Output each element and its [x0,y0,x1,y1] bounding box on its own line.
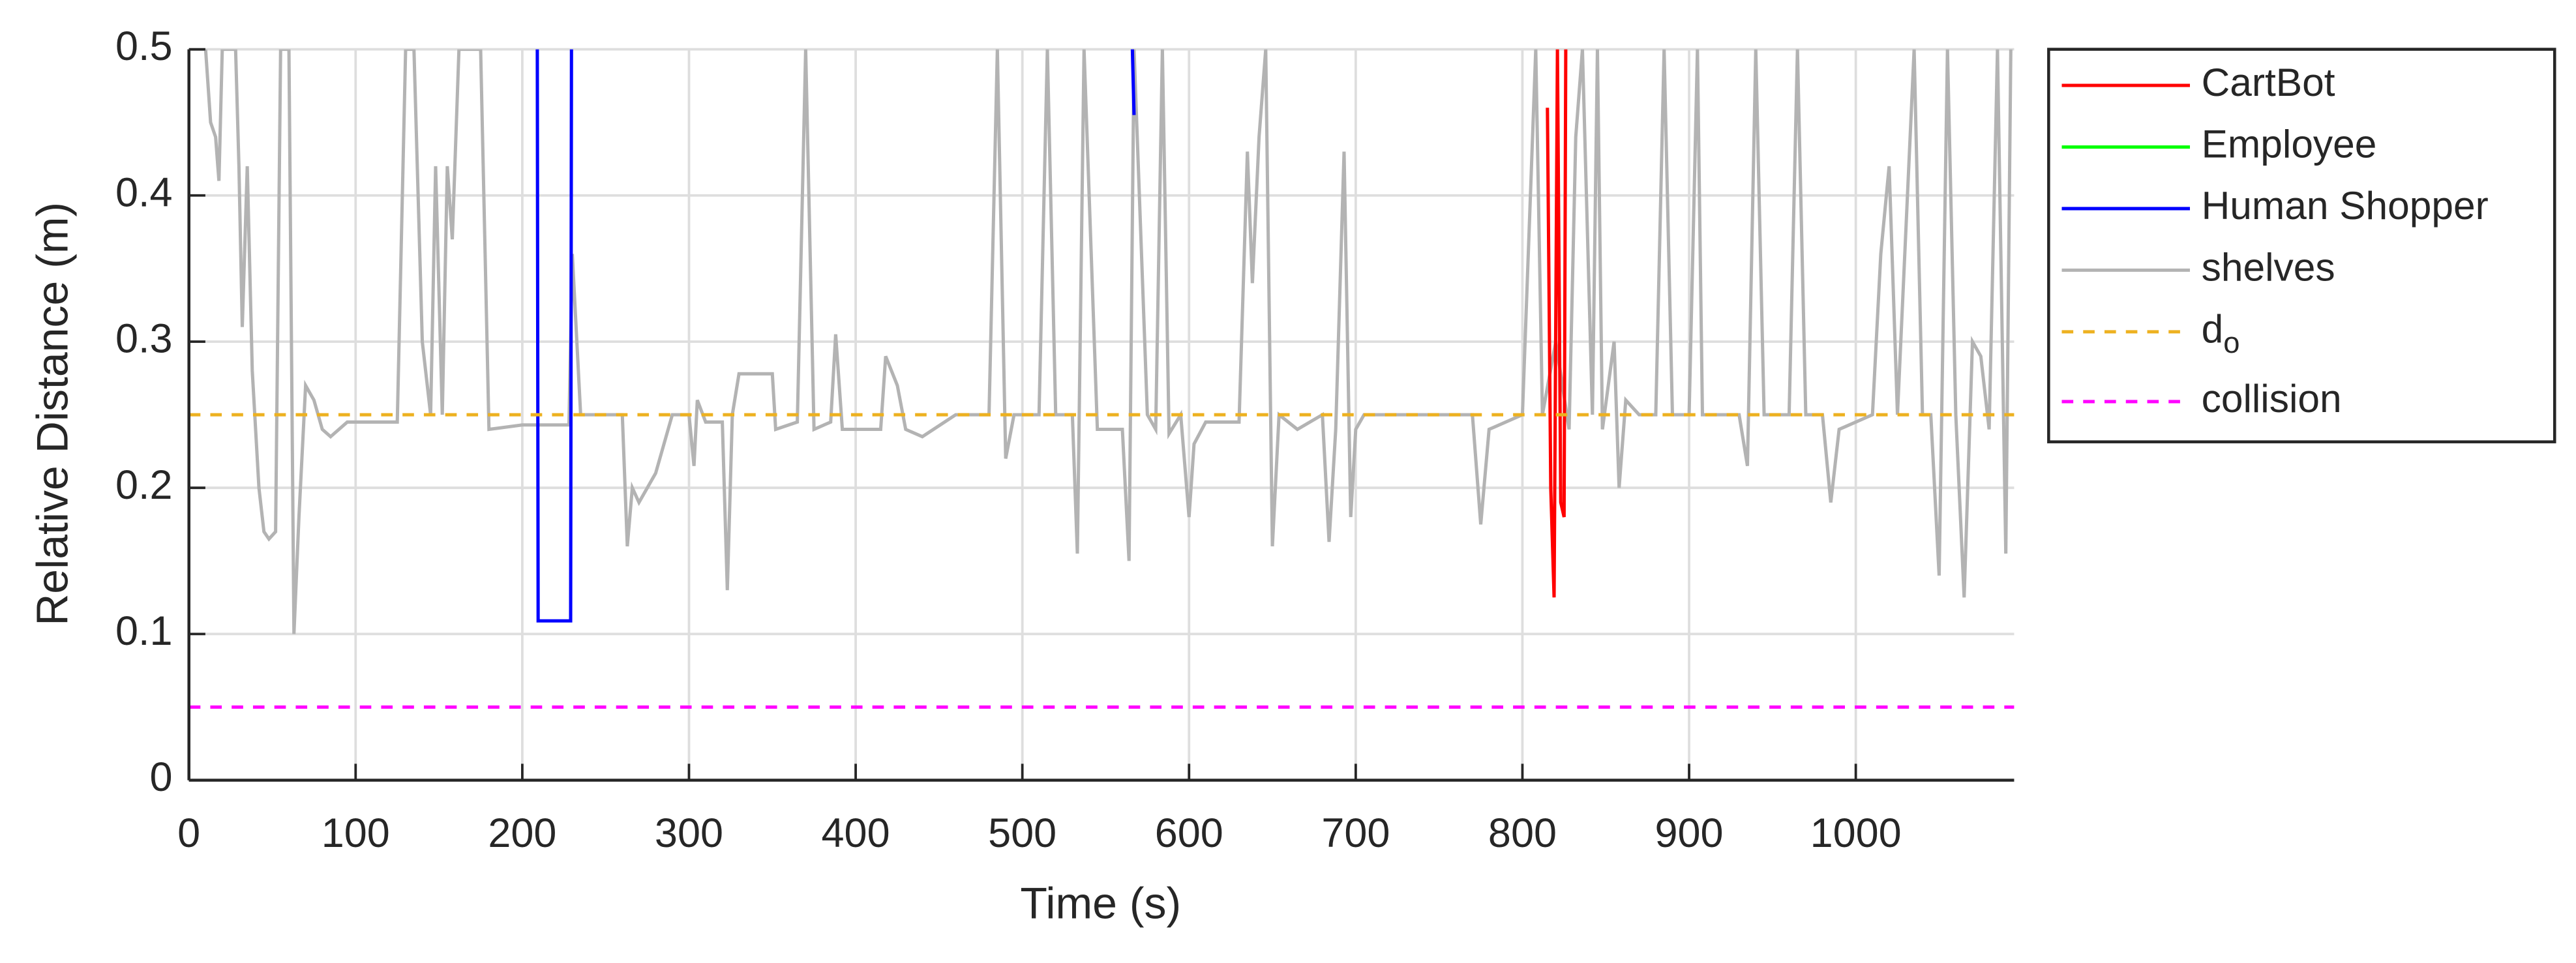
series-line [1130,49,1136,115]
legend: CartBot Employee Human Shopper shelves do col… [2047,48,2556,443]
x-tick-label: 700 [1321,810,1390,856]
axes: 0 100 200 300 400 500 600 700 800 900 1000 0 0.1 0.2 0… [115,23,2014,856]
legend-label: collision [2202,376,2342,421]
x-axis-label: Time (s) [1020,879,1181,928]
legend-label: shelves [2202,244,2335,289]
x-tick-label: 800 [1488,810,1557,856]
x-tick-label: 300 [655,810,723,856]
y-tick-label: 0.5 [115,23,173,69]
x-tick-label: 900 [1655,810,1724,856]
series-line [188,49,2013,634]
x-tick-label: 1000 [1810,810,1902,856]
x-tick-label: 400 [822,810,890,856]
y-tick-label: 0.1 [115,608,173,654]
legend-label: Human Shopper [2202,183,2489,228]
x-tick-label: 500 [988,810,1056,856]
lines [188,49,2014,709]
series-line [535,49,573,623]
y-tick-label: 0 [149,754,172,800]
x-tick-label: 200 [488,810,556,856]
y-axis-label: Relative Distance (m) [28,202,78,626]
x-tick-label: 600 [1155,810,1223,856]
y-tick-label: 0.3 [115,316,173,362]
y-tick-label: 0.4 [115,170,173,215]
legend-label: Employee [2202,121,2377,166]
y-tick-label: 0.2 [115,462,173,508]
legend-box [2047,48,2556,443]
series-line [1546,49,1568,598]
x-tick-label: 100 [322,810,390,856]
legend-label: CartBot [2202,60,2335,104]
x-tick-label: 0 [177,810,200,856]
legend-label: do [2202,306,2240,359]
